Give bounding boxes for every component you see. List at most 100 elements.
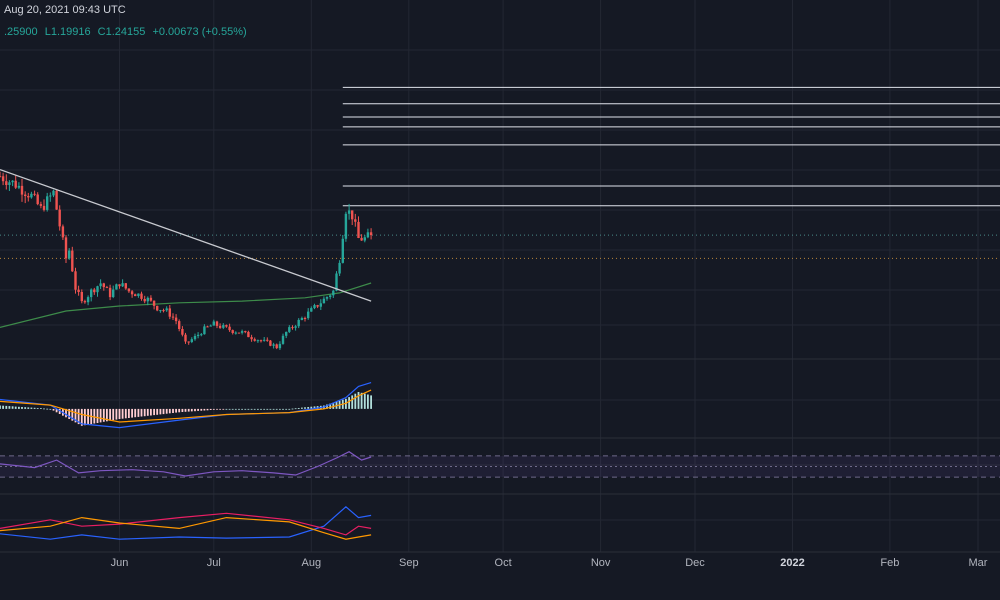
- candle-down: [77, 289, 80, 292]
- candle-up: [137, 293, 140, 296]
- macd-histogram-bar-negative: [222, 408, 225, 410]
- candle-down: [218, 325, 222, 328]
- macd-histogram-bar-negative: [219, 408, 221, 410]
- candle-up: [121, 283, 124, 287]
- macd-histogram-bar-positive: [272, 408, 275, 410]
- candle-down: [14, 180, 17, 188]
- macd-histogram-bar-negative: [200, 408, 203, 411]
- candle-down: [124, 283, 127, 289]
- macd-histogram-bar-negative: [159, 408, 162, 415]
- macd-histogram-bar-positive: [357, 392, 360, 409]
- candle-up: [112, 289, 115, 297]
- macd-histogram-bar-positive: [332, 402, 335, 409]
- macd-histogram-bar-positive: [11, 406, 14, 409]
- macd-histogram-bar-negative: [137, 408, 140, 417]
- candle-down: [149, 297, 153, 301]
- macd-histogram-bar-negative: [143, 408, 146, 417]
- macd-histogram-bar-negative: [55, 408, 58, 413]
- macd-histogram-bar-positive: [260, 408, 262, 410]
- macd-histogram-bar-positive: [370, 395, 372, 409]
- macd-histogram-bar-positive: [313, 406, 316, 409]
- candle-down: [58, 209, 61, 227]
- macd-histogram-bar-negative: [187, 408, 190, 412]
- candle-down: [130, 291, 134, 295]
- candle-down: [102, 283, 105, 288]
- candles: [0, 171, 373, 350]
- candle-down: [20, 185, 24, 195]
- x-axis-tick-label: Aug: [302, 557, 322, 569]
- macd-histogram-bar-negative: [102, 408, 105, 422]
- macd-histogram-bar-negative: [140, 408, 143, 417]
- macd-histogram-bar-negative: [156, 408, 159, 415]
- ohlc-close: C1.24155: [97, 26, 146, 38]
- candle-up: [319, 303, 322, 307]
- macd-histogram-bar-positive: [257, 408, 259, 410]
- candle-down: [225, 325, 228, 327]
- candle-down: [174, 317, 178, 322]
- macd-histogram-bar-negative: [99, 408, 102, 423]
- macd-signal-line: [0, 389, 372, 423]
- candle-down: [0, 176, 2, 178]
- macd-histogram-bar-positive: [348, 397, 350, 409]
- candle-down: [36, 194, 39, 205]
- candle-up: [96, 286, 99, 293]
- macd-histogram-bar-negative: [80, 408, 83, 426]
- macd-histogram-bar-positive: [326, 404, 328, 409]
- macd-histogram-bar-positive: [244, 408, 247, 410]
- candle-up: [307, 311, 310, 319]
- candle-down: [354, 219, 357, 222]
- candle-up: [366, 232, 370, 238]
- candle-up: [146, 297, 149, 302]
- candle-down: [162, 310, 165, 312]
- macd-histogram-bar-positive: [234, 408, 237, 410]
- macd-histogram-bar-positive: [266, 408, 269, 410]
- macd-histogram-bar-positive: [367, 394, 369, 409]
- macd-histogram-bar-negative: [71, 408, 74, 421]
- macd-histogram-bar-positive: [0, 405, 1, 409]
- candle-down: [253, 339, 256, 341]
- macd-histogram-bar-positive: [8, 406, 11, 409]
- macd-histogram-bar-positive: [24, 407, 27, 409]
- candle-down: [39, 204, 43, 206]
- macd-histogram-bar-negative: [84, 408, 86, 426]
- macd-histogram-bar-negative: [128, 408, 130, 418]
- candle-down: [27, 196, 30, 198]
- macd-histogram-bar-negative: [121, 408, 124, 419]
- macd-histogram-bar-negative: [178, 408, 181, 413]
- x-axis-tick-label: Mar: [969, 557, 988, 569]
- candle-up: [338, 262, 341, 274]
- macd-histogram-bar-positive: [46, 408, 49, 410]
- macd-histogram-bar-negative: [118, 408, 121, 419]
- candle-down: [171, 316, 175, 318]
- macd-histogram-bar-positive: [225, 408, 228, 410]
- candle-down: [83, 301, 87, 303]
- candle-down: [259, 340, 263, 342]
- macd-histogram-bar-positive: [250, 408, 253, 410]
- macd-histogram-bar-positive: [263, 408, 266, 410]
- macd-histogram-bar-positive: [30, 407, 33, 409]
- candle-up: [203, 326, 206, 335]
- candle-down: [215, 321, 219, 326]
- macd-histogram-bar-positive: [285, 408, 288, 410]
- candle-down: [291, 327, 294, 329]
- candle-down: [360, 237, 363, 241]
- macd-histogram-bar-negative: [112, 408, 115, 421]
- candle-up: [209, 325, 212, 327]
- candle-down: [181, 329, 184, 335]
- candle-down: [80, 292, 83, 302]
- macd-histogram-bar-positive: [275, 408, 278, 410]
- macd-histogram-bar-positive: [304, 407, 306, 409]
- candle-up: [310, 308, 313, 312]
- candle-down: [244, 331, 247, 333]
- macd-histogram-bar-positive: [363, 393, 366, 409]
- candle-down: [228, 326, 231, 331]
- candle-up: [285, 331, 288, 336]
- candle-down: [357, 221, 360, 238]
- macd-histogram-bar-positive: [33, 407, 36, 409]
- candle-up: [322, 298, 326, 304]
- macd-histogram-bar-negative: [109, 408, 111, 421]
- macd-histogram-bar-negative: [212, 408, 215, 410]
- candle-down: [61, 226, 65, 238]
- candle-down: [24, 194, 27, 196]
